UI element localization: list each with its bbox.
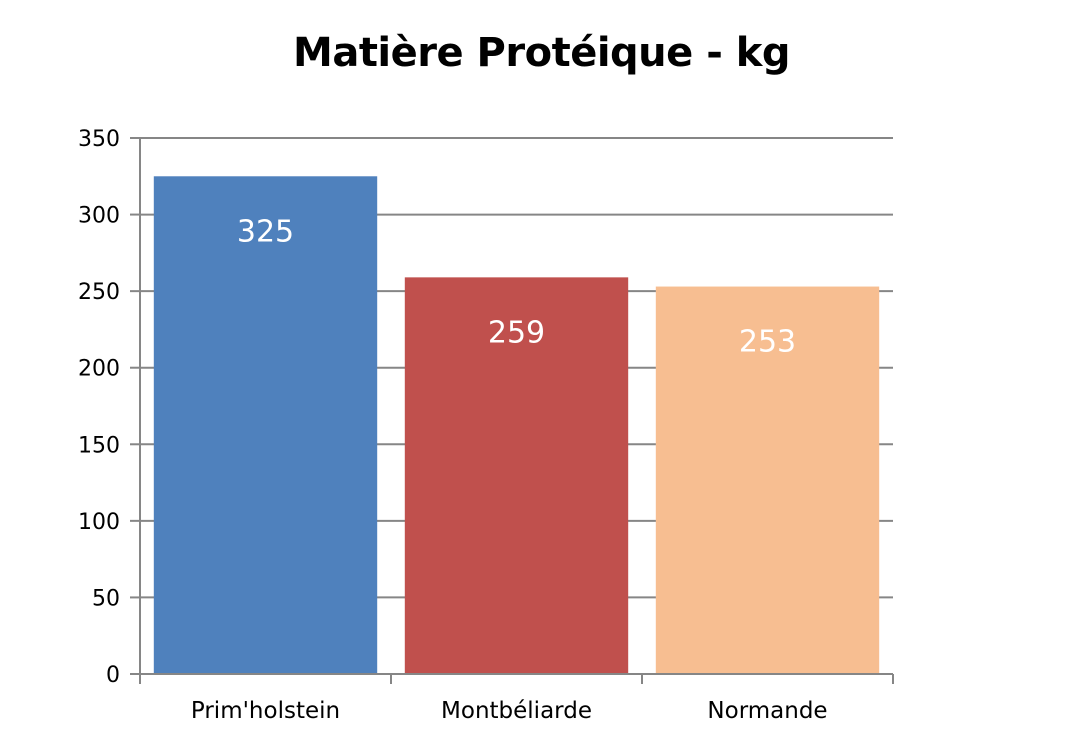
bars (153, 176, 880, 675)
x-tick-label: Normande (707, 698, 827, 724)
chart-title: Matière Protéique - kg (293, 30, 790, 76)
x-tick-label: Montbéliarde (441, 698, 592, 724)
bar (655, 286, 880, 674)
y-tick-label: 300 (78, 204, 120, 229)
y-tick-label: 150 (78, 433, 120, 458)
data-label: 259 (488, 315, 545, 350)
bar (404, 277, 629, 674)
x-tick-label: Prim'holstein (191, 698, 340, 724)
y-tick-label: 250 (78, 280, 120, 305)
y-tick-label: 100 (78, 510, 120, 535)
y-tick-label: 50 (92, 586, 120, 611)
y-tick-label: 200 (78, 357, 120, 382)
labels: 0 50 100 150 200 250 300 350 325 Prim'holstein 259… (78, 127, 828, 724)
y-tick-label: 0 (106, 663, 120, 688)
axes (130, 137, 894, 684)
data-label: 325 (237, 214, 294, 249)
bar (153, 176, 378, 675)
data-label: 253 (739, 325, 796, 360)
y-tick-label: 350 (78, 127, 120, 152)
